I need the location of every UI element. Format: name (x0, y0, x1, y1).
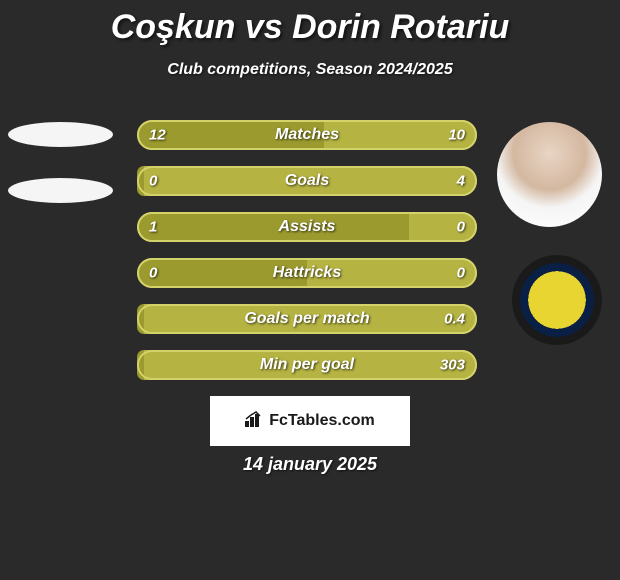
stat-row: Hattricks 0 0 (137, 258, 477, 288)
stat-label: Min per goal (260, 356, 354, 374)
player-right-club-badge (512, 255, 602, 345)
stat-label: Assists (279, 218, 336, 236)
stat-value-right: 0.4 (444, 311, 465, 328)
stat-value-right: 10 (448, 127, 465, 144)
chart-icon (245, 411, 265, 432)
stat-value-left: 0 (149, 173, 157, 190)
stat-row: Goals 0 4 (137, 166, 477, 196)
stat-label: Hattricks (273, 264, 341, 282)
stats-area: Matches1210Goals04Assists10Hattricks00Go… (137, 120, 477, 396)
club-badge-icon (520, 263, 594, 337)
stat-label: Goals (285, 172, 329, 190)
brand-badge[interactable]: FcTables.com (210, 396, 410, 446)
subtitle: Club competitions, Season 2024/2025 (0, 61, 620, 79)
page-title: Coşkun vs Dorin Rotariu (0, 0, 620, 47)
player-left-avatar-placeholder-2 (8, 178, 113, 203)
stat-value-left: 0 (149, 265, 157, 282)
brand-text: FcTables.com (269, 412, 375, 430)
player-left-avatar-placeholder-1 (8, 122, 113, 147)
comparison-card: Coşkun vs Dorin Rotariu Club competition… (0, 0, 620, 580)
player-right-avatar (497, 122, 602, 227)
stat-value-right: 0 (457, 219, 465, 236)
stat-bar-left (137, 166, 144, 196)
stat-bar-left (137, 304, 144, 334)
stat-value-right: 303 (440, 357, 465, 374)
stat-row: Goals per match 0.4 (137, 304, 477, 334)
footer-date: 14 january 2025 (0, 454, 620, 475)
stat-value-left: 1 (149, 219, 157, 236)
stat-value-right: 4 (457, 173, 465, 190)
stat-label: Goals per match (244, 310, 369, 328)
stat-value-left: 12 (149, 127, 166, 144)
stat-label: Matches (275, 126, 339, 144)
stat-row: Assists 1 0 (137, 212, 477, 242)
stat-bar-right (409, 212, 477, 242)
stat-value-right: 0 (457, 265, 465, 282)
stat-bar-left (137, 350, 144, 380)
brand-label: FcTables.com (245, 411, 375, 432)
stat-row: Min per goal 303 (137, 350, 477, 380)
stat-row: Matches 12 10 (137, 120, 477, 150)
stat-bar-left (137, 212, 409, 242)
